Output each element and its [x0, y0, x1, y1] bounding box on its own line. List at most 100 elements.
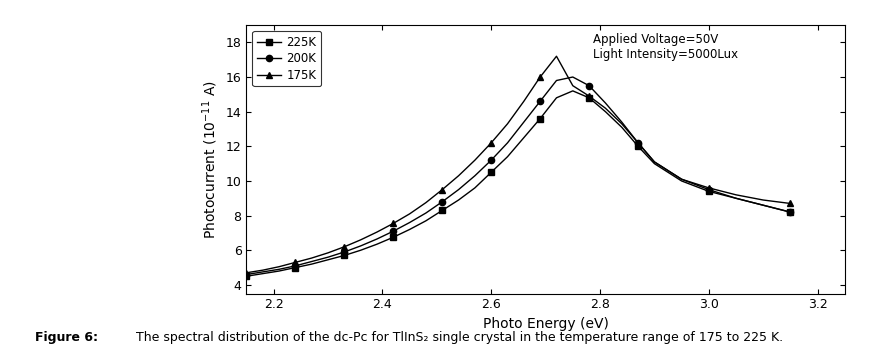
225K	[274, 269, 284, 273]
175K	[290, 260, 301, 265]
175K	[486, 141, 496, 145]
Text: The spectral distribution of the dc-Pc for TlInS₂ single crystal in the temperat: The spectral distribution of the dc-Pc f…	[132, 331, 783, 344]
200K	[551, 78, 561, 83]
Legend: 225K, 200K, 175K: 225K, 200K, 175K	[253, 31, 321, 87]
225K	[241, 274, 252, 279]
225K	[323, 258, 334, 262]
Line: 200K: 200K	[243, 74, 794, 278]
175K	[617, 122, 627, 126]
200K	[290, 264, 301, 268]
225K	[633, 144, 643, 149]
200K	[633, 141, 643, 145]
225K	[551, 96, 561, 100]
225K	[730, 196, 741, 200]
225K	[568, 89, 578, 93]
Line: 225K: 225K	[243, 88, 794, 279]
225K	[388, 235, 399, 240]
200K	[404, 221, 414, 225]
Text: Applied Voltage=50V
Light Intensity=5000Lux: Applied Voltage=50V Light Intensity=5000…	[593, 33, 738, 61]
175K	[306, 256, 317, 260]
175K	[437, 188, 448, 192]
225K	[371, 242, 382, 246]
200K	[339, 250, 349, 254]
225K	[502, 155, 513, 159]
225K	[518, 136, 529, 140]
Y-axis label: Photocurrent ($10^{-11}$ A): Photocurrent ($10^{-11}$ A)	[201, 80, 220, 239]
175K	[785, 201, 796, 205]
225K	[290, 265, 301, 270]
225K	[600, 110, 611, 114]
200K	[306, 259, 317, 263]
200K	[677, 177, 687, 182]
225K	[470, 186, 480, 190]
175K	[502, 122, 513, 126]
225K	[785, 210, 796, 214]
175K	[371, 230, 382, 234]
175K	[535, 75, 546, 79]
225K	[583, 96, 594, 100]
175K	[470, 158, 480, 162]
225K	[677, 179, 687, 183]
175K	[404, 212, 414, 216]
200K	[486, 158, 496, 162]
175K	[551, 54, 561, 58]
175K	[339, 245, 349, 249]
175K	[453, 174, 464, 178]
Text: Figure 6:: Figure 6:	[35, 331, 99, 344]
225K	[617, 125, 627, 129]
175K	[677, 177, 687, 182]
175K	[356, 238, 366, 242]
200K	[758, 203, 768, 207]
200K	[583, 83, 594, 88]
225K	[453, 198, 464, 202]
175K	[421, 200, 431, 205]
225K	[258, 271, 268, 276]
175K	[758, 198, 768, 202]
225K	[649, 161, 660, 166]
175K	[649, 160, 660, 164]
175K	[241, 271, 252, 275]
175K	[274, 265, 284, 269]
200K	[371, 237, 382, 241]
200K	[241, 272, 252, 277]
200K	[470, 174, 480, 178]
200K	[617, 120, 627, 124]
200K	[258, 270, 268, 274]
200K	[568, 75, 578, 79]
200K	[730, 196, 741, 200]
200K	[502, 141, 513, 145]
175K	[388, 221, 399, 226]
175K	[730, 193, 741, 197]
175K	[323, 251, 334, 255]
175K	[600, 106, 611, 110]
225K	[356, 248, 366, 252]
200K	[274, 267, 284, 271]
225K	[703, 189, 714, 194]
175K	[568, 83, 578, 88]
X-axis label: Photo Energy (eV): Photo Energy (eV)	[482, 317, 609, 331]
200K	[535, 99, 546, 103]
225K	[421, 219, 431, 223]
200K	[323, 255, 334, 259]
200K	[356, 244, 366, 248]
225K	[437, 208, 448, 213]
200K	[649, 160, 660, 164]
200K	[453, 188, 464, 192]
225K	[535, 116, 546, 121]
175K	[518, 99, 529, 103]
225K	[758, 203, 768, 207]
200K	[600, 101, 611, 105]
200K	[437, 200, 448, 204]
200K	[703, 188, 714, 192]
175K	[703, 186, 714, 190]
225K	[404, 227, 414, 232]
200K	[388, 229, 399, 233]
175K	[583, 94, 594, 98]
175K	[633, 141, 643, 145]
200K	[421, 211, 431, 215]
225K	[486, 170, 496, 174]
Line: 175K: 175K	[243, 53, 794, 276]
200K	[785, 210, 796, 214]
200K	[518, 120, 529, 124]
225K	[339, 253, 349, 258]
